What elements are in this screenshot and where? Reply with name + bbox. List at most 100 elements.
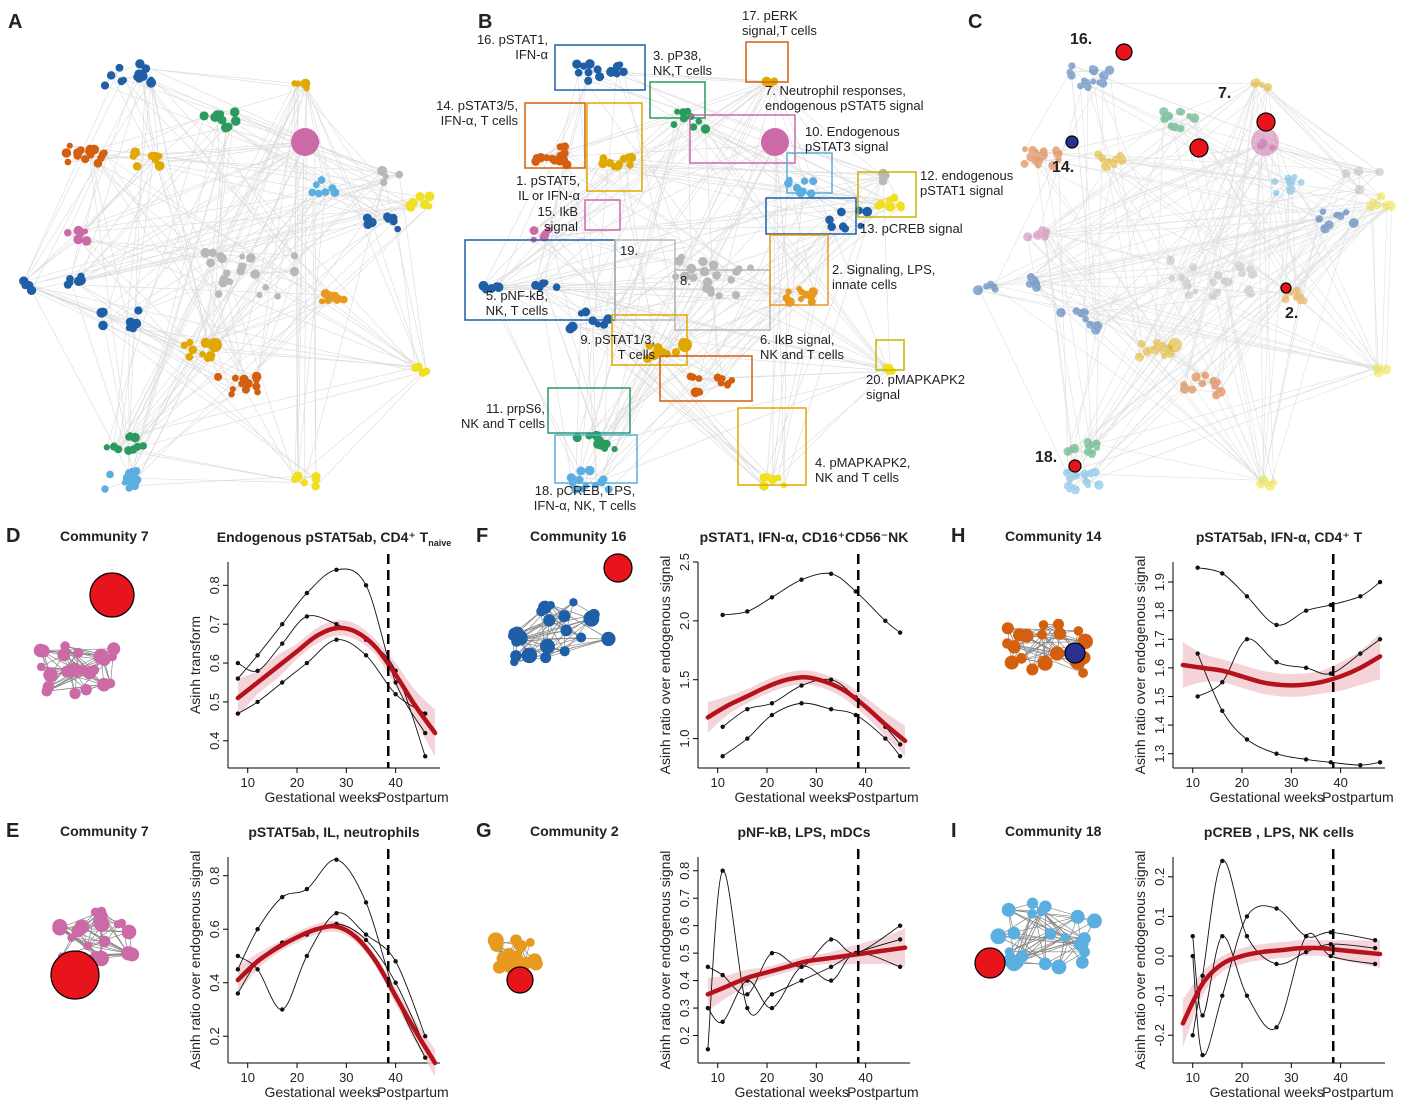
network-edge: [23, 81, 122, 282]
y-tick-label: 0.2: [1152, 868, 1167, 886]
community-label: pSTAT3 signal: [805, 139, 888, 154]
network-node: [1170, 123, 1180, 132]
mini-node: [487, 932, 504, 949]
network-node: [66, 274, 74, 283]
network-node: [613, 161, 623, 171]
network-node: [128, 445, 138, 454]
network-edge: [31, 78, 140, 291]
mini-node: [1049, 646, 1065, 661]
network-edge: [1066, 81, 1258, 474]
network-edge: [129, 83, 299, 436]
network-edge: [212, 127, 227, 253]
network-node: [1201, 371, 1210, 379]
network-edge: [1045, 231, 1229, 283]
network-node: [120, 76, 128, 84]
subject-point: [897, 937, 903, 942]
y-tick-label: 0.4: [207, 974, 222, 992]
network-node: [1165, 255, 1176, 265]
network-edge: [1156, 147, 1273, 344]
network-node: [321, 188, 330, 196]
network-node: [782, 294, 791, 303]
network-edge: [1097, 154, 1271, 487]
network-node: [584, 68, 593, 77]
network-edge: [678, 141, 769, 262]
community-label: NK and T cells: [815, 470, 900, 485]
network-edge: [150, 79, 211, 356]
network-edge: [1095, 189, 1291, 331]
network-edge: [1024, 72, 1071, 150]
subject-point: [1244, 737, 1250, 742]
network-edge: [189, 342, 247, 390]
network-edge: [145, 68, 298, 84]
network-edge: [775, 144, 791, 302]
subject-point: [255, 967, 260, 972]
network-edge: [256, 191, 326, 377]
network-edge: [601, 211, 842, 482]
network-edge: [977, 171, 1380, 291]
network-edge: [128, 216, 388, 451]
network-edge: [228, 126, 373, 223]
network-edge: [1168, 81, 1258, 349]
mini-node: [559, 646, 570, 657]
subject-point: [255, 653, 260, 658]
network-edge: [314, 142, 333, 189]
y-tick-label: 0.5: [207, 693, 222, 711]
network-edge: [1037, 234, 1169, 350]
subject-point: [1328, 760, 1333, 765]
network-edge: [535, 158, 604, 286]
network-edge: [31, 202, 414, 291]
network-node: [1020, 159, 1029, 168]
network-edge: [596, 141, 769, 485]
subject-point: [828, 964, 834, 970]
network-node: [148, 76, 155, 83]
network-node: [1086, 469, 1096, 478]
x-tick-label: 10: [710, 1070, 724, 1085]
subject-point: [1328, 602, 1333, 608]
subject-point: [423, 1034, 428, 1039]
mini-node: [1038, 620, 1049, 630]
network-edge: [1263, 297, 1301, 481]
confidence-band: [707, 928, 906, 1011]
community-label: IFN-α, NK, T cells: [534, 498, 637, 513]
subject-point: [1200, 1052, 1205, 1058]
subject-point: [334, 567, 339, 572]
network-edge: [1060, 312, 1387, 370]
community-label: 15. IkB: [538, 204, 578, 219]
network-node: [827, 222, 837, 232]
network-edge: [585, 311, 764, 478]
mini-edge: [87, 923, 119, 947]
network-edge: [86, 240, 295, 272]
network-edge: [592, 320, 597, 485]
network-edge: [256, 83, 299, 387]
network-node: [1189, 113, 1200, 123]
network-node: [595, 72, 605, 82]
network-edge: [77, 63, 141, 240]
network-edge: [772, 190, 804, 480]
network-edge: [203, 115, 295, 257]
panel-label: C: [968, 11, 982, 33]
mini-node: [1075, 956, 1089, 969]
network-edge: [1071, 75, 1097, 330]
network-node: [1117, 155, 1127, 165]
network-edge: [543, 236, 773, 480]
subject-point: [1195, 565, 1200, 570]
subject-line: [1192, 905, 1376, 1056]
x-axis-label: Gestational weeks: [1209, 789, 1323, 805]
network-node: [857, 222, 864, 230]
community-box: [875, 339, 905, 371]
x-tick-label: 30: [809, 1070, 823, 1085]
network-edge: [1084, 312, 1382, 371]
network-node: [103, 444, 110, 451]
subject-point: [393, 680, 398, 685]
network-edge: [130, 321, 206, 344]
network-edge: [1071, 65, 1359, 172]
network-node: [134, 306, 143, 315]
panel-label: E: [6, 820, 19, 842]
network-edge: [995, 142, 1264, 290]
subject-point: [1328, 671, 1333, 676]
network-edge: [542, 283, 601, 447]
network-node: [1076, 309, 1086, 318]
mini-highlight: [974, 947, 1006, 979]
network-edge: [131, 349, 194, 473]
network-edge: [1066, 178, 1289, 474]
